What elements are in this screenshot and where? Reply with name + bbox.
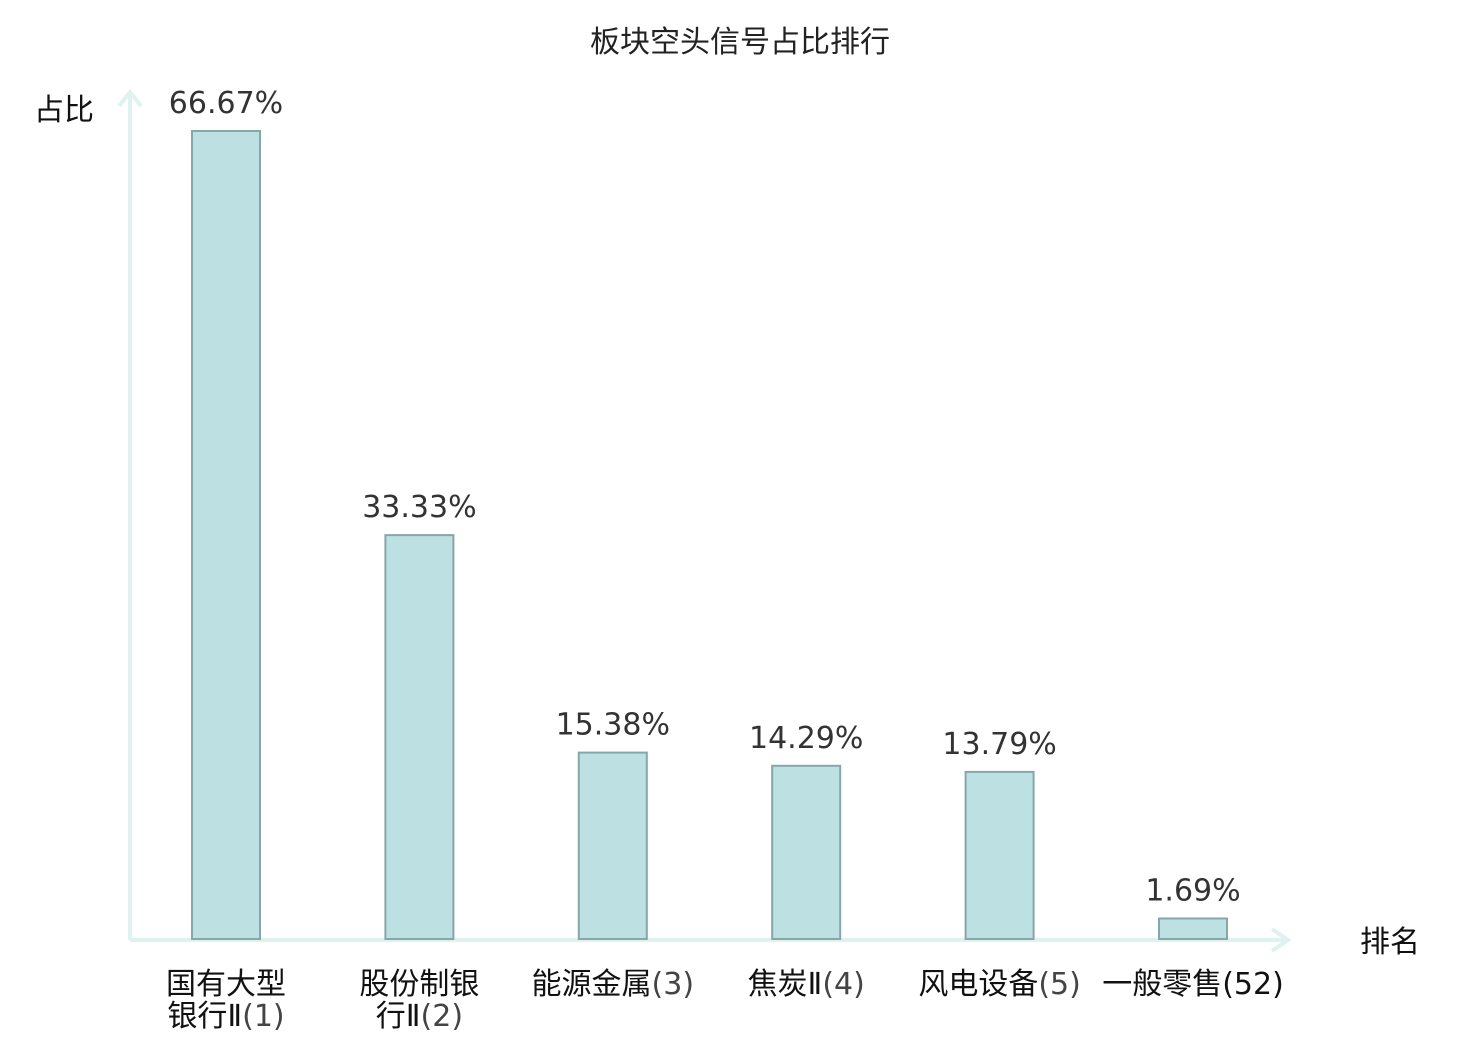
bar-6 xyxy=(1158,917,1228,940)
category-label-5: 风电设备(5) xyxy=(918,967,1081,1002)
value-label-6: 1.69% xyxy=(1145,874,1240,909)
x-axis-label: 排名 xyxy=(1360,925,1420,960)
category-label-2-line-1: 股份制银 xyxy=(359,967,479,1002)
bars-group xyxy=(191,130,1228,941)
bar-1 xyxy=(191,130,261,940)
bar-2 xyxy=(384,534,455,940)
value-label-2: 33.33% xyxy=(362,490,476,525)
category-label-1-line-2: 银行Ⅱ(1) xyxy=(167,999,284,1034)
value-label-3: 15.38% xyxy=(556,708,670,743)
category-label-1-line-1: 国有大型 xyxy=(166,967,286,1002)
bar-5 xyxy=(964,770,1035,941)
category-label-4: 焦炭Ⅱ(4) xyxy=(748,967,865,1002)
y-axis-label: 占比 xyxy=(34,93,94,128)
value-label-5: 13.79% xyxy=(942,727,1056,762)
x-axis-arrow xyxy=(1270,927,1292,953)
category-label-3: 能源金属(3) xyxy=(532,967,695,1002)
chart-title: 板块空头信号占比排行 xyxy=(590,25,890,60)
y-axis-arrow xyxy=(117,88,143,108)
category-label-2-line-2: 行Ⅱ(2) xyxy=(376,999,463,1034)
value-label-1: 66.67% xyxy=(169,86,283,121)
category-label-6: 一般零售(52) xyxy=(1102,967,1284,1002)
bar-3 xyxy=(577,751,648,940)
value-labels-group: 66.67% 33.33% 15.38% 14.29% 13.79% 1.69% xyxy=(169,86,1241,909)
value-label-4: 14.29% xyxy=(749,721,863,756)
bar-4 xyxy=(771,764,842,940)
